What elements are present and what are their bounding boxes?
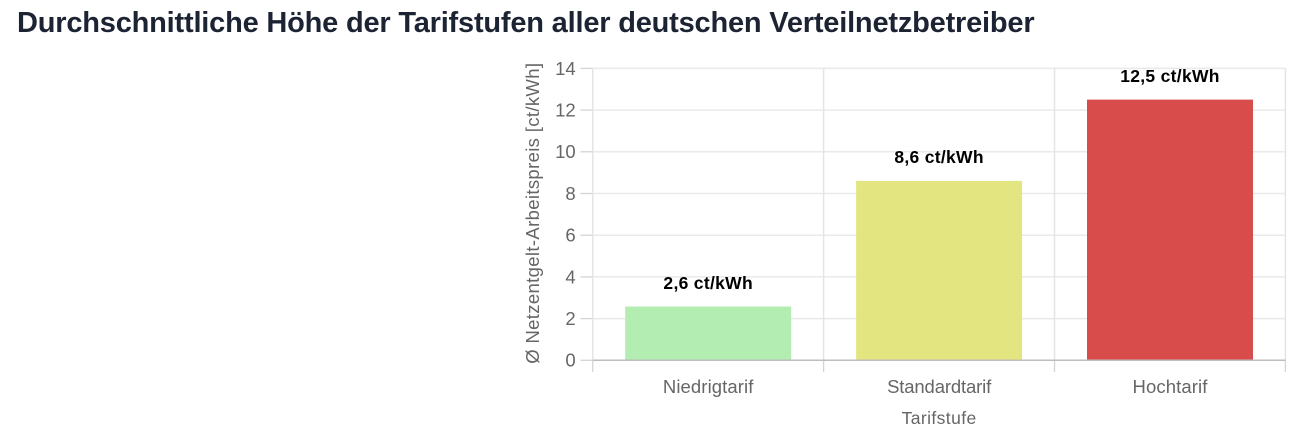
svg-text:0: 0 — [565, 350, 575, 371]
svg-text:Standardtarif: Standardtarif — [887, 376, 992, 397]
svg-text:6: 6 — [565, 225, 575, 246]
svg-text:Tarifstufe: Tarifstufe — [902, 408, 977, 428]
svg-text:14: 14 — [555, 58, 576, 79]
svg-text:4: 4 — [565, 266, 575, 287]
svg-text:10: 10 — [555, 141, 576, 162]
svg-text:Hochtarif: Hochtarif — [1133, 376, 1209, 397]
svg-text:Niedrigtarif: Niedrigtarif — [663, 376, 754, 397]
svg-text:2,6 ct/kWh: 2,6 ct/kWh — [663, 273, 753, 293]
svg-text:2: 2 — [565, 308, 575, 329]
svg-text:Ø Netzentgelt-Arbeitspreis [ct: Ø Netzentgelt-Arbeitspreis [ct/kWh] — [522, 63, 543, 364]
svg-text:Durchschnittliche Höhe der Tar: Durchschnittliche Höhe der Tarifstufen a… — [17, 7, 1034, 39]
svg-text:8: 8 — [565, 183, 575, 204]
svg-text:12: 12 — [555, 100, 576, 121]
svg-text:12,5 ct/kWh: 12,5 ct/kWh — [1120, 66, 1220, 86]
svg-text:8,6 ct/kWh: 8,6 ct/kWh — [894, 147, 984, 167]
